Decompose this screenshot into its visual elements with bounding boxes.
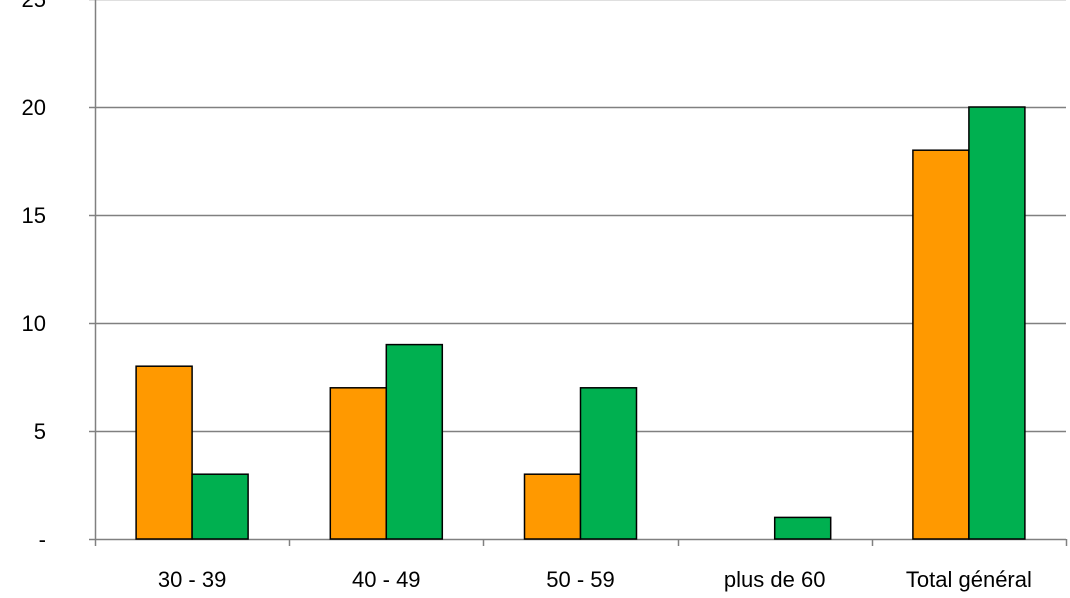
- y-tick-label: 5: [34, 419, 46, 444]
- bar-series-1: [329, 387, 388, 540]
- bar-series-2: [579, 387, 638, 540]
- y-tick-labels: - 5 10 15 20 25: [22, 0, 46, 552]
- y-tick-label: 10: [22, 311, 46, 336]
- bars: [135, 106, 1026, 540]
- bar-series-1: [523, 473, 582, 540]
- bar-series-1: [135, 365, 193, 540]
- bar-series-2: [773, 516, 832, 540]
- y-tick-label: 20: [22, 95, 46, 120]
- bar-series-2: [191, 473, 249, 540]
- y-tick-label: 25: [22, 0, 46, 12]
- x-tick-label: 40 - 49: [352, 567, 421, 592]
- y-tick-label: -: [39, 527, 46, 552]
- x-tick-labels: 30 - 39 40 - 49 50 - 59 plus de 60 Total gén…: [158, 567, 1032, 592]
- x-tick-label: Total général: [906, 567, 1032, 592]
- bar-series-1: [912, 149, 970, 540]
- y-tick-label: 15: [22, 203, 46, 228]
- bar-series-2: [385, 343, 444, 540]
- x-tick-label: 30 - 39: [158, 567, 227, 592]
- x-tick-label: plus de 60: [724, 567, 826, 592]
- bar-series-2: [968, 106, 1026, 540]
- x-tick-label: 50 - 59: [546, 567, 615, 592]
